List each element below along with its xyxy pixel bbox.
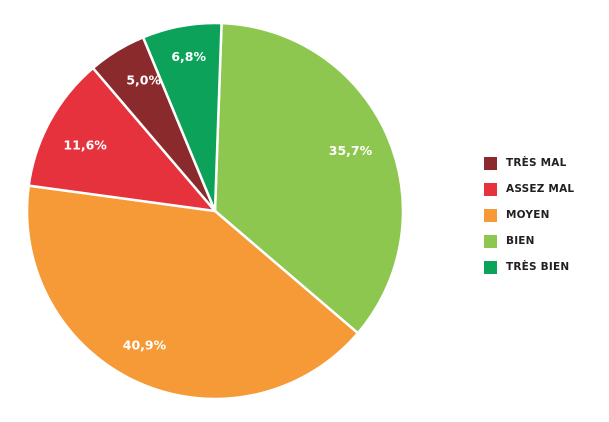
slice-value-label-assez-mal: 11,6%	[63, 138, 107, 153]
legend-swatch	[484, 157, 497, 170]
legend-label: TRÈS BIEN	[506, 261, 570, 273]
legend-item-bien: BIEN	[484, 235, 602, 248]
pie-slice-assez-mal	[27, 66, 217, 213]
slice-value-label-moyen: 40,9%	[123, 338, 167, 353]
pie-slices	[25, 21, 405, 401]
slice-value-label-tres-mal: 5,0%	[126, 72, 161, 87]
legend-swatch	[484, 261, 497, 274]
pie-slice-moyen	[25, 184, 360, 401]
chart-legend: TRÈS MAL ASSEZ MAL MOYEN BIEN TRÈS BIEN	[484, 157, 602, 287]
slice-value-label-tres-bien: 6,8%	[171, 49, 206, 64]
pie-value-labels: 35,7% 40,9% 11,6% 5,0% 6,8%	[63, 49, 372, 353]
legend-swatch	[484, 183, 497, 196]
pie-slice-tres-bien	[141, 21, 223, 213]
legend-item-tres-mal: TRÈS MAL	[484, 157, 602, 170]
legend-label: MOYEN	[506, 209, 550, 221]
pie-slice-bien	[213, 21, 405, 335]
legend-item-tres-bien: TRÈS BIEN	[484, 261, 602, 274]
legend-label: TRÈS MAL	[506, 157, 567, 169]
legend-label: BIEN	[506, 235, 535, 247]
legend-label: ASSEZ MAL	[506, 183, 575, 195]
legend-swatch	[484, 209, 497, 222]
legend-item-moyen: MOYEN	[484, 209, 602, 222]
legend-swatch	[484, 235, 497, 248]
legend-item-assez-mal: ASSEZ MAL	[484, 183, 602, 196]
slice-value-label-bien: 35,7%	[329, 143, 373, 158]
